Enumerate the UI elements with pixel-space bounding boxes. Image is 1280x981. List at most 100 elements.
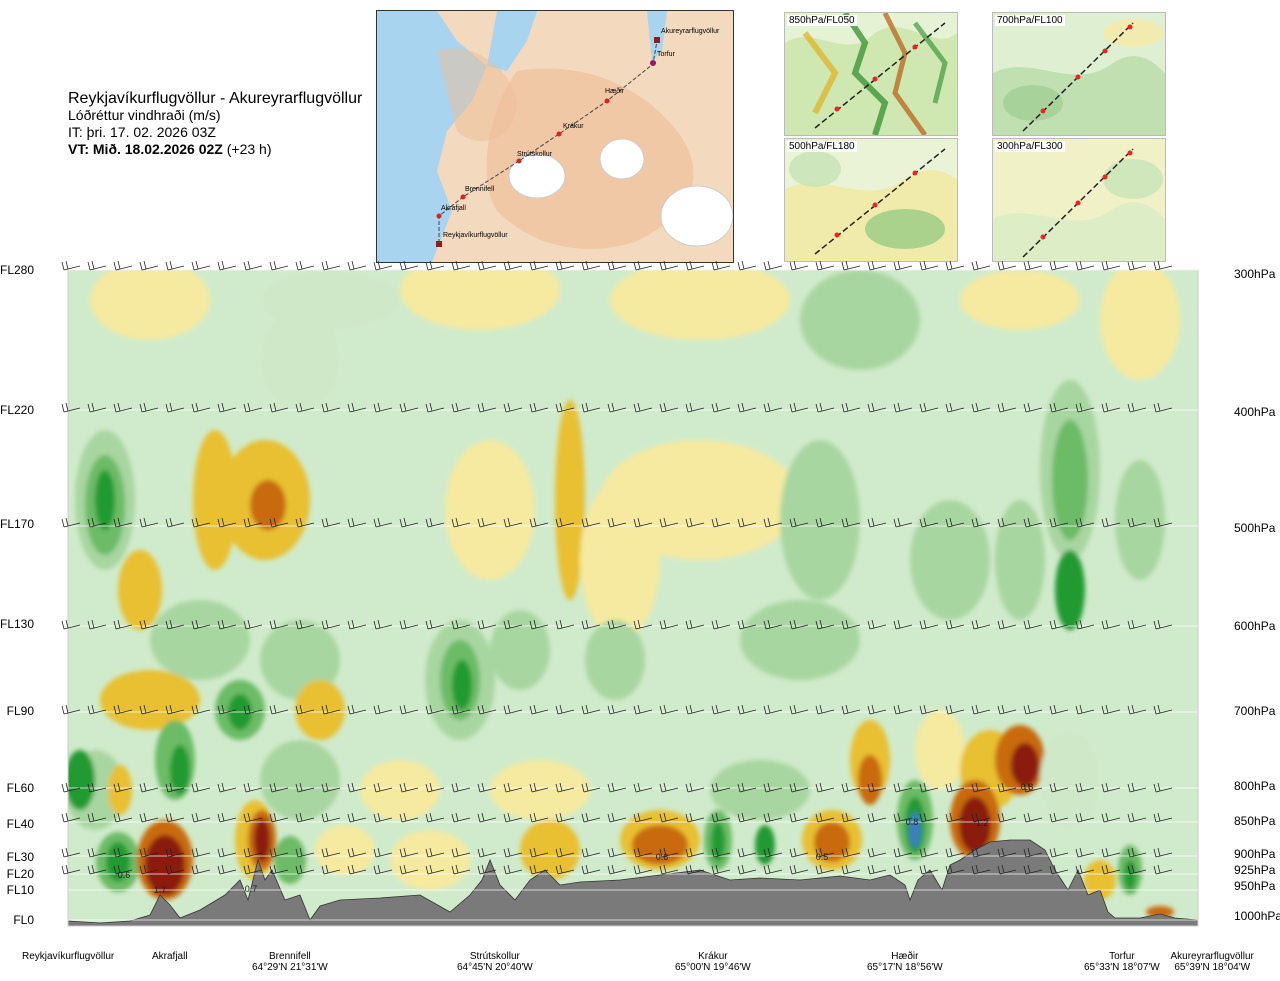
wind-barb (659, 812, 679, 823)
wind-barb (1023, 782, 1043, 793)
field-contour (260, 740, 340, 820)
map-label-brennifell: Brennifell (465, 186, 495, 193)
wind-barb (945, 402, 965, 413)
valid-time-main: VT: Mið. 18.02.2026 02Z (68, 141, 223, 157)
wind-barb (373, 782, 393, 793)
wind-barb (451, 260, 471, 271)
wind-barb (87, 402, 107, 413)
field-layer (68, 270, 1198, 926)
location-coord: 64°45'N 20°40'W (457, 962, 533, 973)
wind-barb (1127, 517, 1147, 528)
wind-barb (165, 260, 185, 271)
wind-barb (1049, 864, 1069, 875)
wind-barb (451, 847, 471, 858)
wind-barb (815, 782, 835, 793)
wind-barb (399, 704, 419, 715)
pressure-level-label: 925hPa (1234, 863, 1276, 877)
wind-barb (815, 517, 835, 528)
wind-barb (971, 260, 991, 271)
wind-barb (451, 864, 471, 875)
wind-barb (373, 704, 393, 715)
wind-barb (893, 782, 913, 793)
wind-barb (763, 782, 783, 793)
location-name: Akrafjall (152, 951, 188, 962)
mini-map-300-label: 300hPa/FL300 (995, 141, 1065, 152)
wind-barb (555, 782, 575, 793)
wind-barb (529, 402, 549, 413)
wind-barb (451, 619, 471, 630)
wind-barb (1023, 517, 1043, 528)
pressure-level-label: 700hPa (1234, 704, 1276, 718)
field-contour (1040, 730, 1100, 830)
field-contour (1055, 550, 1085, 630)
wind-barb (919, 402, 939, 413)
wind-barb (165, 847, 185, 858)
wind-barb (503, 704, 523, 715)
wind-barb (555, 402, 575, 413)
wind-barb (1075, 864, 1095, 875)
wind-barb (113, 619, 133, 630)
map-label-krakur: Krákur (563, 123, 584, 130)
wind-barb (477, 260, 497, 271)
wind-barb (685, 704, 705, 715)
wind-barb (711, 517, 731, 528)
wind-barb (1127, 847, 1147, 858)
wind-barb (841, 782, 861, 793)
wind-barb (321, 812, 341, 823)
wind-barb (581, 812, 601, 823)
wind-barb (945, 704, 965, 715)
parameter-label: Lóðréttur vindhraði (m/s) (68, 107, 221, 123)
wind-barb (555, 812, 575, 823)
flight-level-label: FL220 (0, 403, 35, 417)
wind-barb (1101, 864, 1121, 875)
wind-barb (1075, 402, 1095, 413)
field-contour (445, 440, 535, 580)
wind-barb (945, 847, 965, 858)
wind-barb (1023, 260, 1043, 271)
wind-barb (867, 782, 887, 793)
wind-barb (243, 619, 263, 630)
location-name: Krákur (698, 951, 728, 962)
wind-barb (971, 847, 991, 858)
wind-barb (685, 517, 705, 528)
wind-barb (789, 260, 809, 271)
flight-level-label: FL20 (6, 867, 34, 881)
pressure-level-label: 300hPa (1234, 267, 1276, 281)
wind-barb (61, 619, 81, 630)
wind-barb (893, 260, 913, 271)
wind-barb (997, 704, 1017, 715)
field-contour (390, 830, 470, 890)
wind-barb (841, 847, 861, 858)
wind-barb (685, 847, 705, 858)
field-contour (452, 660, 472, 710)
location-coord: 65°17'N 18°56'W (867, 962, 943, 973)
wind-barb (139, 260, 159, 271)
wind-barb (945, 812, 965, 823)
wind-barb (295, 260, 315, 271)
contour-label: 1.7 (154, 885, 167, 895)
pressure-level-label: 600hPa (1234, 619, 1276, 633)
wind-barb (867, 812, 887, 823)
wind-barb (139, 704, 159, 715)
contour-label: 1.2 (976, 818, 989, 828)
wind-barb (919, 864, 939, 875)
wind-barb (503, 402, 523, 413)
wind-barb (269, 782, 289, 793)
wind-barb (529, 864, 549, 875)
wind-barb (347, 812, 367, 823)
field-contour (780, 440, 860, 600)
wind-barb (685, 782, 705, 793)
wind-barb (1049, 704, 1069, 715)
wind-barb (711, 704, 731, 715)
flight-level-label: FL10 (6, 883, 34, 897)
wind-barb (633, 517, 653, 528)
valid-time-offset: (+23 h) (226, 141, 272, 157)
wind-barb (347, 619, 367, 630)
wind-barb (61, 704, 81, 715)
wind-barb (581, 864, 601, 875)
contour-label: 0.6 (118, 870, 131, 880)
wind-barb (581, 517, 601, 528)
wind-barb (425, 260, 445, 271)
wind-barb (295, 864, 315, 875)
wind-barb (555, 619, 575, 630)
